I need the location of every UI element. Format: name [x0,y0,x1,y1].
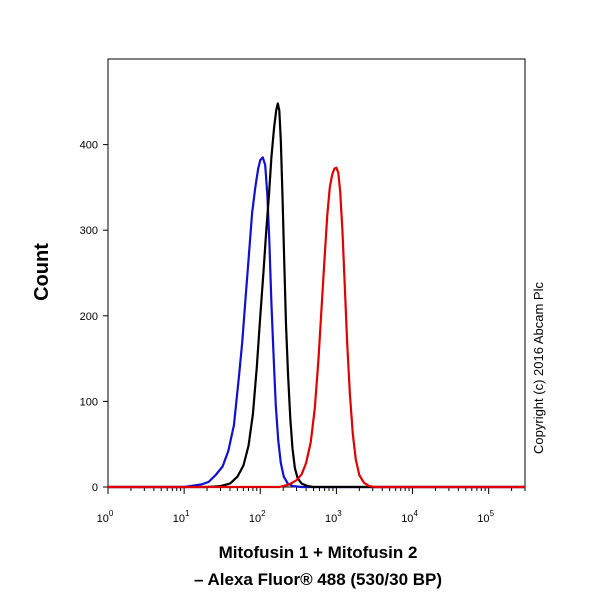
x-tick-exponent: 1 [185,509,190,518]
x-tick-exponent: 2 [261,509,266,518]
histogram-series-line-3 [108,166,525,489]
x-tick-exponent: 3 [337,509,342,518]
x-tick-base: 10 [173,513,185,525]
y-tick-label: 100 [80,396,98,408]
x-tick-base: 10 [401,513,413,525]
y-tick-label: 200 [80,311,98,323]
copyright-annotation: Copyright (c) 2016 Abcam Plc [531,282,546,454]
x-axis-ticks: 100 101 102 103 104 105 [97,487,526,525]
y-axis-ticks: 0 100 200 300 400 [80,140,108,494]
histogram-series-line-2 [108,102,525,489]
x-tick-label: 100 [97,509,114,525]
x-tick-label: 104 [401,509,418,525]
plot-frame [107,58,526,488]
x-tick-label: 101 [173,509,190,525]
x-tick-base: 10 [249,513,261,525]
y-tick-label: 300 [80,225,98,237]
x-tick-label: 105 [477,509,494,525]
y-tick-label: 400 [80,140,98,152]
y-axis-label: Count [31,243,53,301]
x-tick-exponent: 0 [109,509,114,518]
y-tick-label: 0 [92,482,98,494]
x-tick-base: 10 [325,513,337,525]
x-axis-label-line-2: – Alexa Fluor® 488 (530/30 BP) [194,570,442,589]
x-tick-base: 10 [477,513,489,525]
x-axis-label-line-1: Mitofusin 1 + Mitofusin 2 [219,543,418,562]
x-tick-exponent: 4 [413,509,418,518]
x-tick-label: 103 [325,509,342,525]
histogram-series-line-1 [108,156,525,489]
x-tick-exponent: 5 [490,509,495,518]
x-tick-base: 10 [97,513,109,525]
series-layer [108,102,525,489]
x-tick-label: 102 [249,509,266,525]
